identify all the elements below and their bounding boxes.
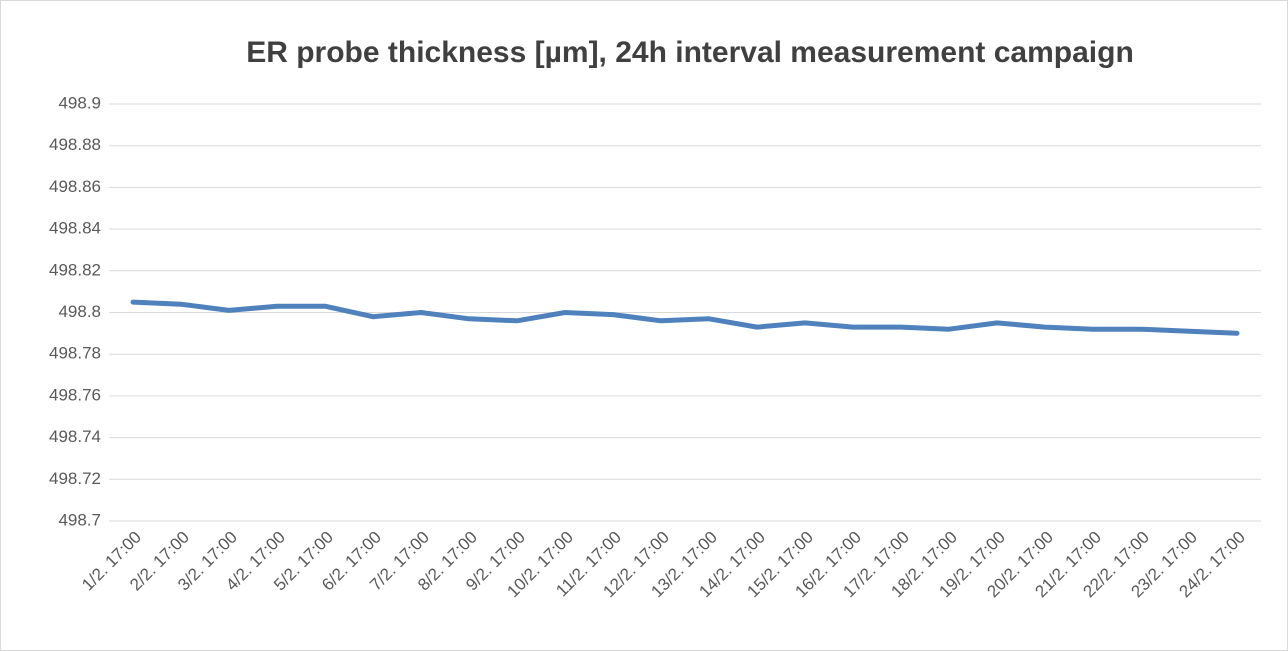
y-tick-label: 498.76 [49, 385, 101, 404]
data-line [130, 299, 1240, 336]
y-tick-label: 498.9 [58, 93, 101, 112]
y-tick-label: 498.8 [58, 302, 101, 321]
y-tick-label: 498.72 [49, 469, 101, 488]
y-tick-label: 498.7 [58, 510, 101, 529]
chart-title: ER probe thickness [µm], 24h interval me… [246, 36, 1134, 69]
y-tick-label: 498.84 [49, 219, 101, 238]
y-tick-label: 498.78 [49, 344, 101, 363]
y-tick-label: 498.82 [49, 260, 101, 279]
y-tick-label: 498.86 [49, 177, 101, 196]
y-tick-label: 498.88 [49, 135, 101, 154]
y-tick-label: 498.74 [49, 427, 101, 446]
